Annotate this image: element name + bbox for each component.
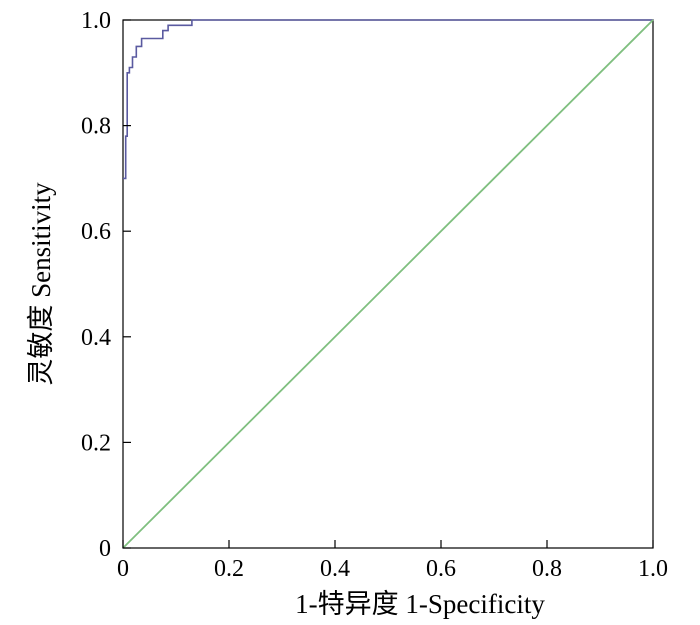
y-axis-title: 灵敏度 Sensitivity [26, 182, 56, 386]
y-tick-label: 1.0 [81, 8, 111, 34]
series-layer [122, 19, 654, 549]
x-tick-label: 0.2 [214, 556, 244, 582]
ticks-layer: 0 0.2 0.4 0.6 0.8 1.0 0 0.2 0.4 0.6 0.8 1.0 [81, 8, 668, 582]
reference-diagonal [122, 19, 654, 549]
y-tick-label: 0 [99, 536, 111, 562]
x-tick-label: 0.6 [426, 556, 456, 582]
y-tick-label: 0.8 [81, 114, 111, 140]
x-tick-label: 0.8 [532, 556, 562, 582]
x-tick-label: 1.0 [638, 556, 668, 582]
y-tick-label: 0.4 [81, 325, 111, 351]
y-tick-label: 0.6 [81, 219, 111, 245]
y-tick-label: 0.2 [81, 430, 111, 456]
x-tick-label: 0 [117, 556, 129, 582]
x-axis-title: 1-特异度 1-Specificity [295, 589, 545, 619]
x-tick-label: 0.4 [320, 556, 350, 582]
